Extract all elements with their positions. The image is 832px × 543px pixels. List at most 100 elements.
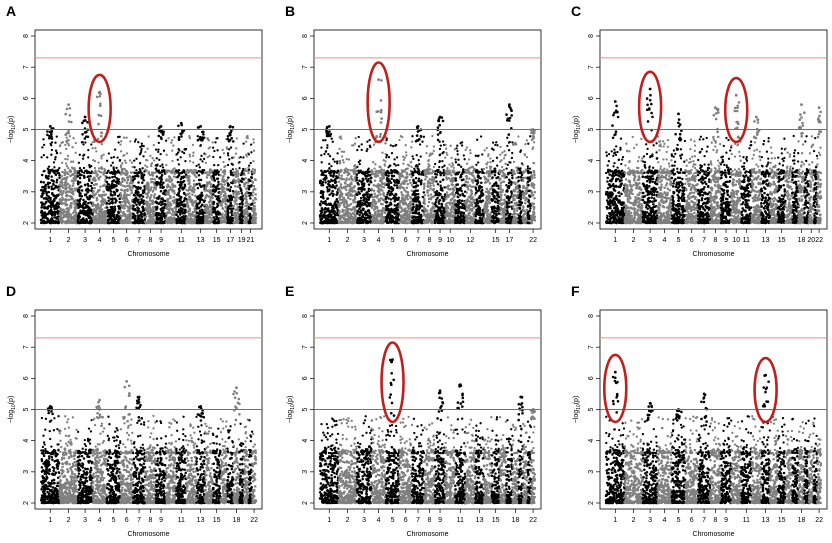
snp-point (140, 149, 143, 153)
snp-point (55, 194, 59, 197)
snp-point (373, 199, 376, 203)
snp-point (385, 200, 389, 204)
snp-point (215, 197, 219, 201)
snp-point (92, 215, 96, 218)
snp-point (83, 183, 87, 187)
snp-point (97, 161, 100, 164)
snp-point (169, 188, 173, 191)
snp-point (355, 193, 359, 196)
snp-point (344, 188, 348, 191)
snp-point (367, 171, 370, 174)
snp-point (175, 169, 179, 172)
snp-point (199, 135, 202, 139)
snp-point (352, 189, 356, 193)
snp-point (319, 195, 323, 199)
snp-point (214, 141, 217, 144)
snp-point (219, 156, 222, 159)
snp-point (244, 176, 247, 180)
snp-point (67, 131, 70, 135)
snp-point (49, 208, 53, 211)
snp-point (360, 143, 363, 146)
snp-point (333, 160, 336, 163)
snp-point (244, 167, 247, 170)
snp-point (109, 197, 113, 201)
snp-point (218, 199, 221, 203)
snp-point (219, 201, 223, 205)
snp-point (104, 178, 107, 182)
snp-point (205, 183, 209, 187)
snp-point (109, 164, 113, 167)
snp-point (193, 168, 196, 172)
snp-point (83, 171, 86, 175)
snp-point (212, 193, 215, 196)
snp-point (78, 194, 82, 197)
snp-point (234, 167, 238, 171)
snp-point (367, 209, 371, 213)
snp-point (112, 155, 116, 159)
snp-point (338, 160, 341, 163)
snp-point (66, 182, 70, 186)
snp-point (48, 134, 51, 138)
snp-point (251, 207, 255, 210)
snp-point (76, 214, 80, 218)
snp-point (154, 148, 158, 151)
snp-point (340, 202, 343, 205)
snp-point (100, 171, 103, 174)
snp-point (73, 171, 77, 174)
peak-snp-point (159, 125, 163, 128)
snp-point (395, 156, 399, 159)
snp-point (122, 219, 126, 222)
snp-point (356, 148, 359, 152)
snp-point (103, 168, 106, 171)
snp-point (318, 180, 322, 183)
snp-point (149, 180, 153, 184)
snp-point (250, 176, 253, 179)
snp-point (197, 169, 200, 173)
snp-point (133, 166, 136, 169)
snp-point (232, 213, 236, 216)
snp-point (396, 186, 399, 190)
snp-point (379, 110, 383, 114)
snp-point (83, 201, 86, 204)
snp-point (45, 194, 49, 197)
snp-point (395, 207, 398, 210)
snp-point (171, 149, 174, 152)
snp-point (210, 177, 214, 181)
snp-point (207, 195, 210, 198)
snp-point (385, 154, 389, 157)
snp-point (58, 192, 62, 196)
snp-point (109, 194, 113, 197)
snp-point (58, 173, 61, 177)
snp-point (384, 160, 387, 163)
snp-point (128, 186, 132, 189)
snp-point (82, 209, 86, 213)
snp-point (72, 216, 76, 220)
snp-point (236, 171, 240, 175)
snp-point (232, 192, 235, 195)
snp-point (343, 217, 347, 221)
snp-point (177, 198, 180, 201)
snp-point (221, 207, 225, 211)
snp-point (121, 197, 124, 200)
snp-point (62, 211, 65, 214)
snp-point (39, 218, 43, 222)
snp-point (227, 183, 231, 186)
snp-point (93, 166, 97, 170)
snp-point (214, 220, 217, 224)
snp-point (106, 186, 110, 189)
snp-point (245, 187, 248, 190)
snp-point (322, 178, 325, 181)
snp-point (98, 213, 101, 216)
snp-point (338, 209, 341, 213)
snp-point (176, 180, 180, 184)
snp-point (90, 143, 93, 146)
snp-point (69, 213, 73, 217)
snp-point (70, 195, 73, 198)
snp-point (71, 220, 74, 224)
x-tick-label: 2 (67, 237, 71, 244)
snp-point (152, 171, 155, 175)
snp-point (348, 191, 351, 194)
snp-point (131, 175, 135, 179)
snp-point (370, 203, 374, 206)
snp-point (159, 208, 163, 212)
